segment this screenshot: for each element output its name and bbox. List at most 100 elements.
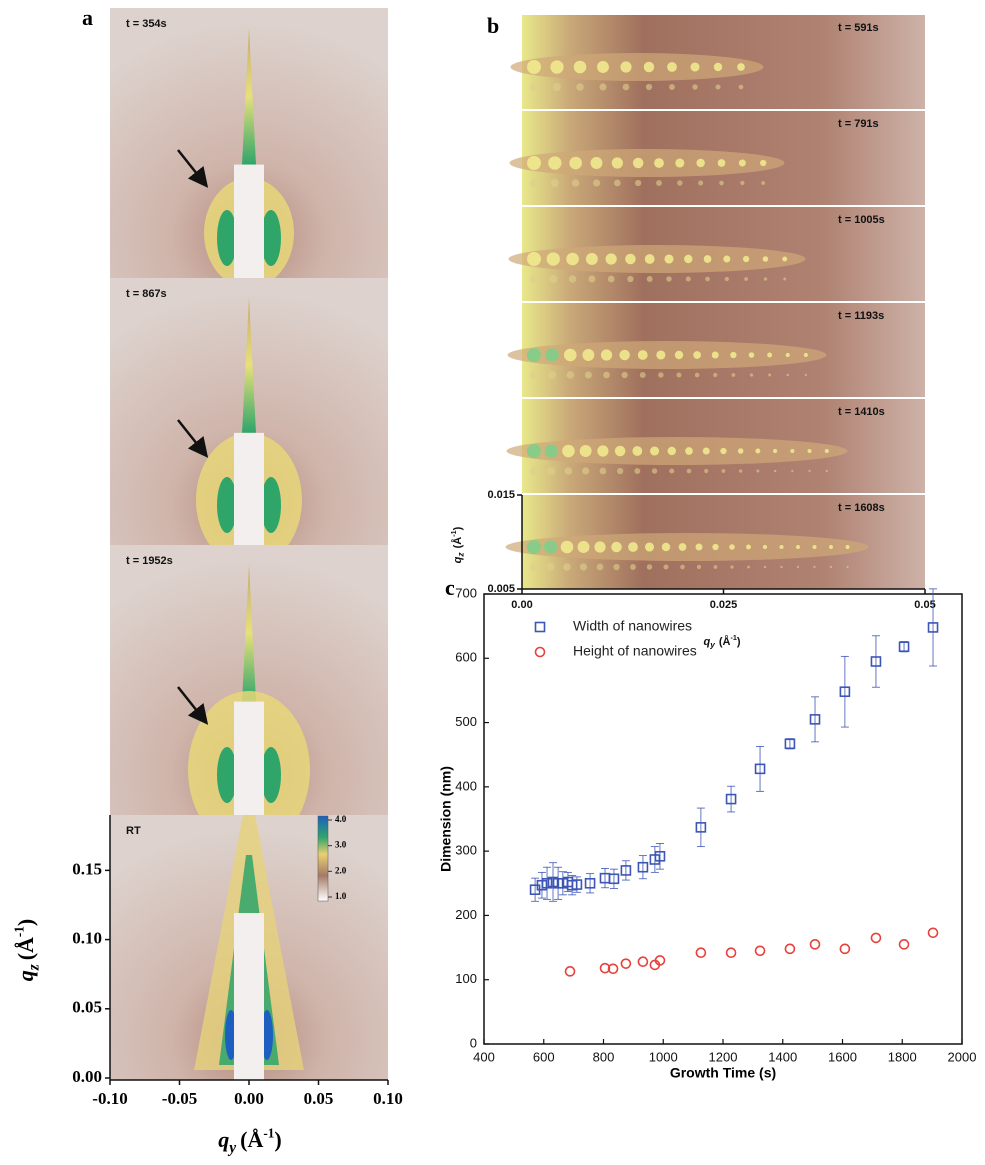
frame-label: t = 1608s [838,502,885,514]
spot [613,564,619,570]
spot [599,83,606,90]
spot [593,179,600,186]
spot [594,541,605,552]
spot [601,349,612,360]
spot [635,180,641,186]
spot [530,275,538,283]
spot [668,447,676,455]
spot [530,179,538,187]
spot [597,445,608,456]
spot [722,469,726,473]
spot [797,566,799,568]
spot [527,156,541,170]
symbol: q [218,1127,229,1152]
frame-label: t = 1410s [838,406,885,418]
spot [544,540,557,553]
beamstop [234,913,264,1080]
spot [527,60,541,74]
spot [738,448,744,454]
x-tick-label: 0.05 [914,599,935,611]
spot [786,374,789,377]
y-axis-label: Dimension (nm) [438,766,454,872]
spot [826,470,828,472]
spot [612,157,623,168]
point [871,933,880,942]
spot [586,253,598,265]
spot [580,445,592,457]
spot [846,545,850,549]
spot [645,542,654,551]
spot [547,252,560,265]
spot [632,446,642,456]
spot [749,352,755,358]
point [638,957,647,966]
spot [808,449,812,453]
legend-marker [536,648,545,657]
spot [603,372,610,379]
spot [737,63,745,71]
frame [110,815,388,1080]
spot [729,544,735,550]
spot [669,84,675,90]
spot [714,565,718,569]
unit: (Å [451,537,464,549]
streak [511,53,764,81]
y-tick-label: 0 [470,1035,477,1050]
subscript: z [456,552,466,558]
spot [714,63,722,71]
exponent: -1 [11,926,26,937]
plot-frame [484,594,962,1044]
spot [693,351,701,359]
spot [578,541,590,553]
error-bar [639,856,647,879]
axis-label: qy(Å-1) [218,1125,281,1156]
spot [773,449,777,453]
spot [704,255,712,263]
spot [527,348,541,362]
spot [743,256,749,262]
beamstop [234,165,264,278]
point [756,946,765,955]
unit: ) [737,636,741,648]
spot [644,62,655,73]
error-bar [872,636,880,687]
spot [804,353,808,357]
spot [825,449,829,453]
spot [628,542,638,552]
point [811,940,820,949]
x-tick-label: 400 [473,1049,495,1064]
spot [829,545,833,549]
spot [760,160,766,166]
spot [569,157,582,170]
unit: (Å [13,937,38,960]
spot [675,158,684,167]
spot [730,352,736,358]
x-tick-label: 0.00 [511,599,532,611]
y-tick-label: 0.10 [72,928,102,947]
frame-label: t = 867s [126,288,167,300]
legend-marker [536,623,545,632]
spot [630,564,636,570]
spot [767,353,772,358]
x-tick-label: 0.05 [304,1089,334,1108]
spot [547,563,555,571]
spot [705,277,710,282]
spot [790,449,794,453]
spot [684,255,692,263]
spot [764,277,767,280]
spot [562,445,575,458]
axis-label: qy(Å-1) [703,633,740,650]
error-bar [756,746,764,791]
spot [617,468,623,474]
spot [548,371,556,379]
spot [680,565,685,570]
spot [662,543,670,551]
spot [695,373,700,378]
x-tick-label: 2000 [948,1049,977,1064]
x-tick-label: 1800 [888,1049,917,1064]
spot [723,256,730,263]
frame-label: t = 1193s [838,310,884,322]
spot [719,181,724,186]
spot [638,350,648,360]
y-tick-label: 0.05 [72,998,102,1017]
